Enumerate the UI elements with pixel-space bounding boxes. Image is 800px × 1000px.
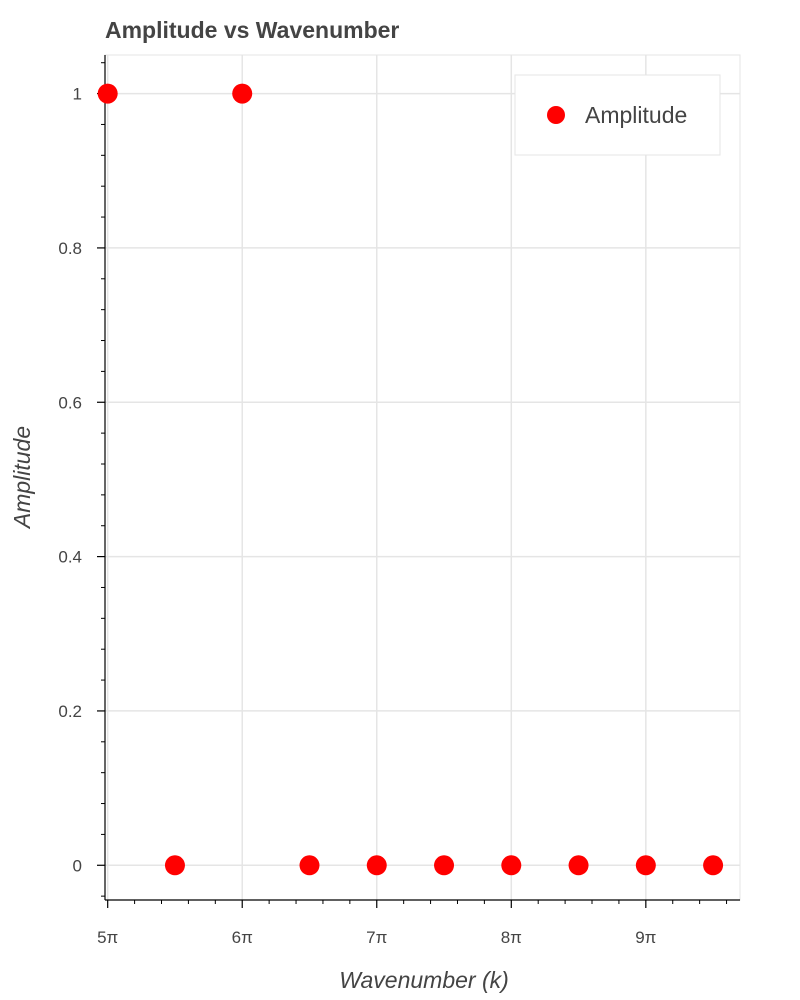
- data-point: [366, 855, 387, 876]
- x-tick-label: 7π: [366, 928, 387, 947]
- data-point: [703, 855, 724, 876]
- data-point: [568, 855, 589, 876]
- x-tick-label: 9π: [635, 928, 656, 947]
- x-tick-label: 5π: [97, 928, 118, 947]
- data-point: [501, 855, 522, 876]
- data-point: [164, 855, 185, 876]
- data-point: [232, 83, 253, 104]
- y-tick-label: 0: [73, 856, 82, 875]
- y-tick-label: 1: [73, 85, 82, 104]
- x-tick-label: 8π: [501, 928, 522, 947]
- legend-label: Amplitude: [585, 102, 687, 128]
- data-point: [635, 855, 656, 876]
- x-axis-label: Wavenumber (k): [339, 967, 509, 993]
- legend-marker: [547, 106, 565, 124]
- y-tick-label: 0.8: [58, 239, 82, 258]
- data-points: [97, 83, 724, 876]
- y-axis-label: Amplitude: [9, 426, 35, 530]
- data-point: [434, 855, 455, 876]
- y-tick-label: 0.6: [58, 393, 82, 412]
- axes: 5π 6π 7π 8π 9π 0 0.2 0.4 0.6 0.8 1: [58, 55, 740, 947]
- data-point: [299, 855, 320, 876]
- x-tick-label: 6π: [232, 928, 253, 947]
- y-tick-label: 0.2: [58, 702, 82, 721]
- data-point: [97, 83, 118, 104]
- legend: Amplitude: [514, 74, 721, 156]
- chart-title: Amplitude vs Wavenumber: [105, 17, 399, 43]
- y-tick-label: 0.4: [58, 548, 82, 567]
